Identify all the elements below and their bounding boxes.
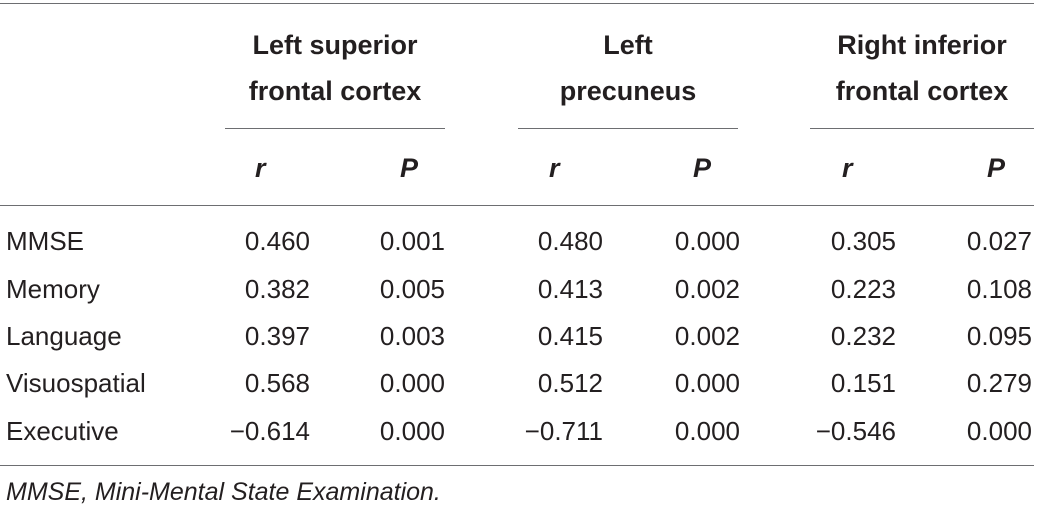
group-rule bbox=[810, 128, 1034, 129]
group-header-right-inferior-frontal-cortex: Right inferior frontal cortex bbox=[810, 22, 1034, 114]
table-row: Language 0.397 0.003 0.415 0.002 0.232 0… bbox=[0, 318, 1034, 354]
row-label: Executive bbox=[6, 416, 119, 446]
cell-value: 0.480 bbox=[537, 226, 603, 256]
cell-value: −0.711 bbox=[524, 416, 603, 446]
sub-header-r: r bbox=[255, 153, 266, 183]
cell-value: −0.614 bbox=[229, 416, 310, 446]
group-header-line: Left superior bbox=[252, 30, 418, 60]
sub-header-r: r bbox=[842, 153, 853, 183]
cell-value: 0.397 bbox=[244, 321, 310, 351]
cell-value: 0.095 bbox=[966, 321, 1032, 351]
table-row: Memory 0.382 0.005 0.413 0.002 0.223 0.1… bbox=[0, 271, 1034, 307]
group-rule bbox=[518, 128, 738, 129]
cell-value: 0.000 bbox=[674, 226, 740, 256]
row-label: MMSE bbox=[6, 226, 84, 256]
cell-value: 0.232 bbox=[830, 321, 896, 351]
row-label: Language bbox=[6, 321, 122, 351]
table-row: Executive −0.614 0.000 −0.711 0.000 −0.5… bbox=[0, 413, 1034, 449]
sub-header-p: P bbox=[987, 153, 1006, 183]
cell-value: 0.000 bbox=[966, 416, 1032, 446]
cell-value: 0.413 bbox=[537, 274, 603, 304]
sub-header-r: r bbox=[549, 153, 560, 183]
cell-value: 0.002 bbox=[674, 274, 740, 304]
table-footnote: MMSE, Mini-Mental State Examination. bbox=[6, 478, 441, 506]
table-bottom-rule bbox=[0, 465, 1034, 466]
header-bottom-rule bbox=[0, 205, 1034, 206]
cell-value: 0.027 bbox=[966, 226, 1032, 256]
group-header-line: precuneus bbox=[559, 76, 697, 106]
sub-header-p: P bbox=[693, 153, 712, 183]
cell-value: 0.005 bbox=[379, 274, 445, 304]
cell-value: 0.000 bbox=[379, 416, 445, 446]
group-header-line: Right inferior bbox=[837, 30, 1007, 60]
cell-value: 0.002 bbox=[674, 321, 740, 351]
group-header-line: frontal cortex bbox=[248, 76, 422, 106]
row-label: Memory bbox=[6, 274, 100, 304]
group-rule bbox=[225, 128, 445, 129]
table-row: Visuospatial 0.568 0.000 0.512 0.000 0.1… bbox=[0, 365, 1034, 401]
cell-value: 0.305 bbox=[830, 226, 896, 256]
cell-value: 0.108 bbox=[966, 274, 1032, 304]
cell-value: −0.546 bbox=[815, 416, 896, 446]
group-header-line: Left bbox=[603, 30, 653, 60]
sub-header-p: P bbox=[400, 153, 419, 183]
cell-value: 0.415 bbox=[537, 321, 603, 351]
cell-value: 0.382 bbox=[244, 274, 310, 304]
cell-value: 0.000 bbox=[674, 416, 740, 446]
cell-value: 0.512 bbox=[537, 368, 603, 398]
table-top-rule bbox=[0, 3, 1034, 4]
cell-value: 0.279 bbox=[966, 368, 1032, 398]
cell-value: 0.151 bbox=[830, 368, 896, 398]
cell-value: 0.001 bbox=[379, 226, 445, 256]
table-row: MMSE 0.460 0.001 0.480 0.000 0.305 0.027 bbox=[0, 223, 1034, 259]
cell-value: 0.568 bbox=[244, 368, 310, 398]
group-header-left-precuneus: Left precuneus bbox=[518, 22, 738, 114]
group-header-left-superior-frontal-cortex: Left superior frontal cortex bbox=[225, 22, 445, 114]
cell-value: 0.223 bbox=[830, 274, 896, 304]
cell-value: 0.003 bbox=[379, 321, 445, 351]
cell-value: 0.000 bbox=[674, 368, 740, 398]
row-label: Visuospatial bbox=[6, 368, 146, 398]
cell-value: 0.000 bbox=[379, 368, 445, 398]
cell-value: 0.460 bbox=[244, 226, 310, 256]
group-header-line: frontal cortex bbox=[835, 76, 1009, 106]
